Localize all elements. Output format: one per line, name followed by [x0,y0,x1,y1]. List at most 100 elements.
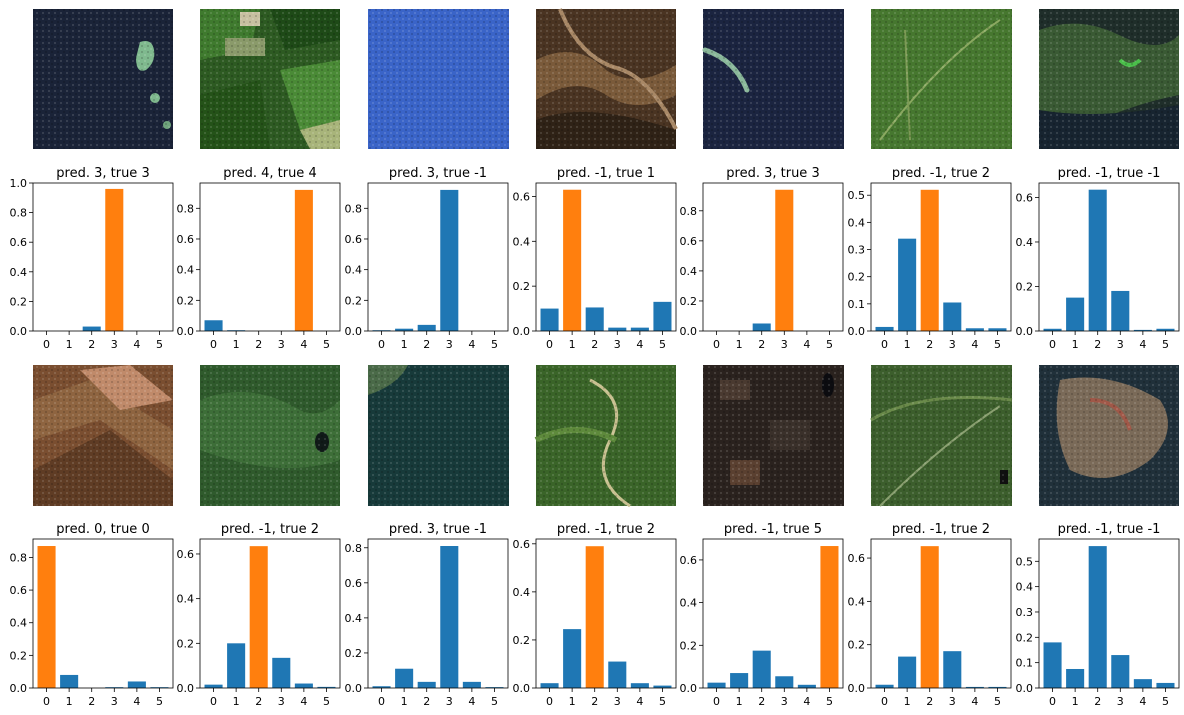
x-tick-label: 2 [423,695,430,708]
x-tick-label: 1 [569,695,576,708]
chart-14: pred. -1, true -1 0 1 2 3 4 5 0.0 0.1 0.2 0.3 0.4 0.… [1016,522,1180,708]
x-tick-label: 5 [323,695,330,708]
chart-5: pred. 3, true 3 0 1 2 3 4 5 0.0 0.2 0.4 0.6 0.8 [680,166,844,351]
y-tick-label: 0.4 [680,265,698,278]
bar-4 [462,681,481,688]
y-tick-label: 0.0 [345,325,363,338]
x-tick-label: 5 [1162,695,1169,708]
chart-title: pred. -1, true 2 [557,522,655,537]
axes-frame [535,182,677,332]
x-tick-label: 1 [1072,695,1079,708]
x-tick-label: 3 [111,338,118,351]
y-tick-label: 0.0 [513,682,531,695]
chart-3: pred. 3, true -1 0 1 2 3 4 5 0.0 0.2 0.4 0.6 0.8 [345,166,509,351]
y-tick-label: 0.5 [1016,555,1034,568]
y-tick-label: 0.0 [177,325,195,338]
x-tick-label: 1 [66,695,73,708]
x-tick-label: 2 [1094,695,1101,708]
y-tick-label: 0.8 [345,202,363,215]
y-tick-label: 0.2 [177,294,195,307]
x-tick-label: 4 [133,338,140,351]
x-tick-label: 0 [43,695,50,708]
x-tick-label: 5 [659,338,666,351]
bar-3 [775,189,794,331]
bar-5 [988,328,1007,331]
bar-2 [1088,189,1107,331]
bar-5 [653,685,672,688]
y-tick-label: 1.0 [10,177,28,190]
x-tick-label: 1 [233,695,240,708]
bar-3 [105,188,124,331]
chart-13: pred. -1, true 2 0 1 2 3 4 5 0.0 0.2 0.4 0.6 [848,522,1012,708]
y-tick-label: 0.4 [10,617,28,630]
bar-1 [563,189,582,331]
bar-4 [630,683,649,688]
x-tick-label: 3 [949,338,956,351]
bar-4 [127,681,146,688]
x-tick-label: 4 [971,338,978,351]
y-tick-label: 0.1 [848,298,866,311]
bar-3 [608,327,627,331]
bar-4 [294,189,313,331]
chart-title: pred. -1, true 2 [892,166,990,181]
bar-3 [105,687,124,688]
y-tick-label: 0.8 [680,205,698,218]
x-tick-label: 2 [926,695,933,708]
x-tick-label: 0 [210,695,217,708]
bar-2 [82,326,101,331]
y-tick-label: 0.0 [513,325,531,338]
x-tick-label: 1 [401,695,408,708]
bar-2 [752,323,771,331]
bar-1 [227,643,246,688]
y-tick-label: 0.2 [345,294,363,307]
x-tick-label: 3 [614,338,621,351]
y-tick-label: 0.8 [177,202,195,215]
chart-1: pred. 3, true 3 0 1 2 3 4 5 0.0 0.2 0.4 0.6 0.8 1.0 [10,166,174,351]
y-tick-label: 0.2 [680,295,698,308]
bar-3 [943,651,962,688]
chart-2: pred. 4, true 4 0 1 2 3 4 5 0.0 0.2 0.4 0.6 0.8 [177,166,341,351]
chart-4: pred. -1, true 1 0 1 2 3 4 5 0.0 0.2 0.4 0.6 [513,166,677,351]
y-tick-label: 0.2 [848,639,866,652]
x-tick-label: 3 [1117,338,1124,351]
x-tick-label: 5 [826,338,833,351]
y-tick-label: 0.2 [513,280,531,293]
y-tick-label: 0.0 [1016,325,1034,338]
y-tick-label: 0.3 [1016,606,1034,619]
bar-0 [707,682,726,688]
thumbnail-14 [1039,365,1179,506]
y-tick-label: 0.4 [177,264,195,277]
y-tick-label: 0.2 [1016,280,1034,293]
y-tick-label: 0.0 [848,682,866,695]
y-tick-label: 0.2 [680,639,698,652]
x-tick-label: 4 [803,338,810,351]
x-tick-label: 3 [278,695,285,708]
x-tick-label: 3 [111,695,118,708]
y-tick-label: 0.5 [848,189,866,202]
thumbnail-5 [702,9,844,149]
x-tick-label: 1 [569,338,576,351]
bar-4 [797,684,816,688]
y-tick-label: 0.1 [1016,657,1034,670]
bar-1 [730,673,749,688]
y-tick-label: 0.0 [1016,682,1034,695]
x-tick-label: 2 [423,338,430,351]
chart-7: pred. -1, true -1 0 1 2 3 4 5 0.0 0.2 0.4 0.6 [1016,166,1180,351]
x-tick-label: 2 [758,338,765,351]
thumbnail-7 [1039,9,1179,149]
x-tick-label: 4 [636,338,643,351]
bar-3 [608,661,627,688]
x-tick-label: 5 [491,338,498,351]
chart-title: pred. 3, true 3 [726,166,819,181]
x-tick-label: 0 [43,338,50,351]
x-tick-label: 1 [66,338,73,351]
y-tick-label: 0.4 [177,593,195,606]
x-tick-label: 2 [88,695,95,708]
bar-3 [775,676,794,688]
thumbnail-4 [536,8,678,149]
chart-title: pred. -1, true 1 [557,166,655,181]
y-tick-label: 0.4 [1016,581,1034,594]
bar-5 [1156,328,1175,331]
bar-4 [1133,679,1152,688]
